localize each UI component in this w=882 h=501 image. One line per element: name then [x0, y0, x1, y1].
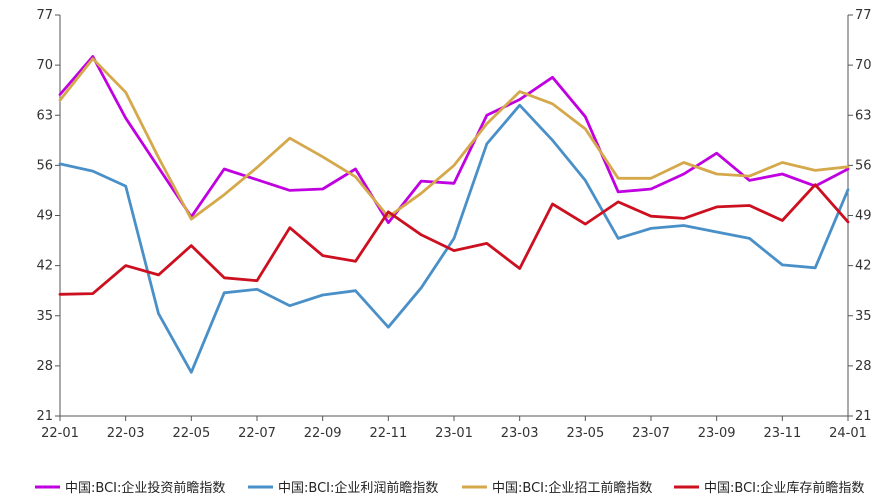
- x-tick-label: 23-11: [763, 426, 801, 441]
- series-layer: [58, 55, 850, 374]
- y-tick-label-right: 70: [855, 58, 872, 73]
- series-line-3: [58, 57, 850, 221]
- y-tick-label-right: 28: [855, 359, 872, 374]
- x-tick-label: 23-09: [698, 426, 736, 441]
- y-tick-label-right: 49: [855, 209, 872, 224]
- x-tick-label: 22-01: [41, 426, 79, 441]
- x-tick-label: 24-01: [829, 426, 867, 441]
- y-tick-label-left: 42: [36, 259, 53, 274]
- x-tick-label: 22-03: [107, 426, 145, 441]
- x-tick-label: 22-07: [238, 426, 276, 441]
- x-tick-label: 22-11: [369, 426, 407, 441]
- y-tick-label-left: 56: [36, 158, 53, 173]
- legend-label-2: 中国:BCI:企业利润前瞻指数: [278, 480, 438, 496]
- series-line-1: [58, 55, 850, 225]
- y-tick-label-left: 70: [36, 58, 53, 73]
- x-tick-label: 23-03: [501, 426, 539, 441]
- legend-label-3: 中国:BCI:企业招工前瞻指数: [492, 480, 652, 496]
- x-tick-label: 22-05: [172, 426, 210, 441]
- y-tick-label-right: 63: [855, 108, 872, 123]
- y-tick-label-left: 63: [36, 108, 53, 123]
- y-tick-label-right: 42: [855, 259, 872, 274]
- axes: 21 21 28 28 35 35 42 42 49 49 56 56 63 63 70 70 77 77 22-0…: [36, 8, 871, 441]
- y-tick-label-right: 77: [855, 8, 872, 23]
- y-tick-label-right: 35: [855, 309, 872, 324]
- y-tick-label-right: 56: [855, 158, 872, 173]
- x-tick-label: 23-01: [435, 426, 473, 441]
- legend-label-1: 中国:BCI:企业投资前瞻指数: [65, 480, 225, 496]
- y-tick-label-right: 21: [855, 409, 872, 424]
- y-tick-label-left: 21: [36, 409, 53, 424]
- y-tick-label-left: 35: [36, 309, 53, 324]
- series-line-4: [58, 183, 850, 296]
- series-line-2: [58, 103, 850, 374]
- y-tick-label-left: 49: [36, 209, 53, 224]
- x-tick-label: 22-09: [304, 426, 342, 441]
- y-tick-label-left: 77: [36, 8, 53, 23]
- legend-label-4: 中国:BCI:企业库存前瞻指数: [704, 480, 864, 496]
- x-tick-label: 23-05: [566, 426, 604, 441]
- legend: 中国:BCI:企业投资前瞻指数 中国:BCI:企业利润前瞻指数 中国:BCI:企业招…: [35, 480, 864, 496]
- y-tick-label-left: 28: [36, 359, 53, 374]
- x-tick-label: 23-07: [632, 426, 670, 441]
